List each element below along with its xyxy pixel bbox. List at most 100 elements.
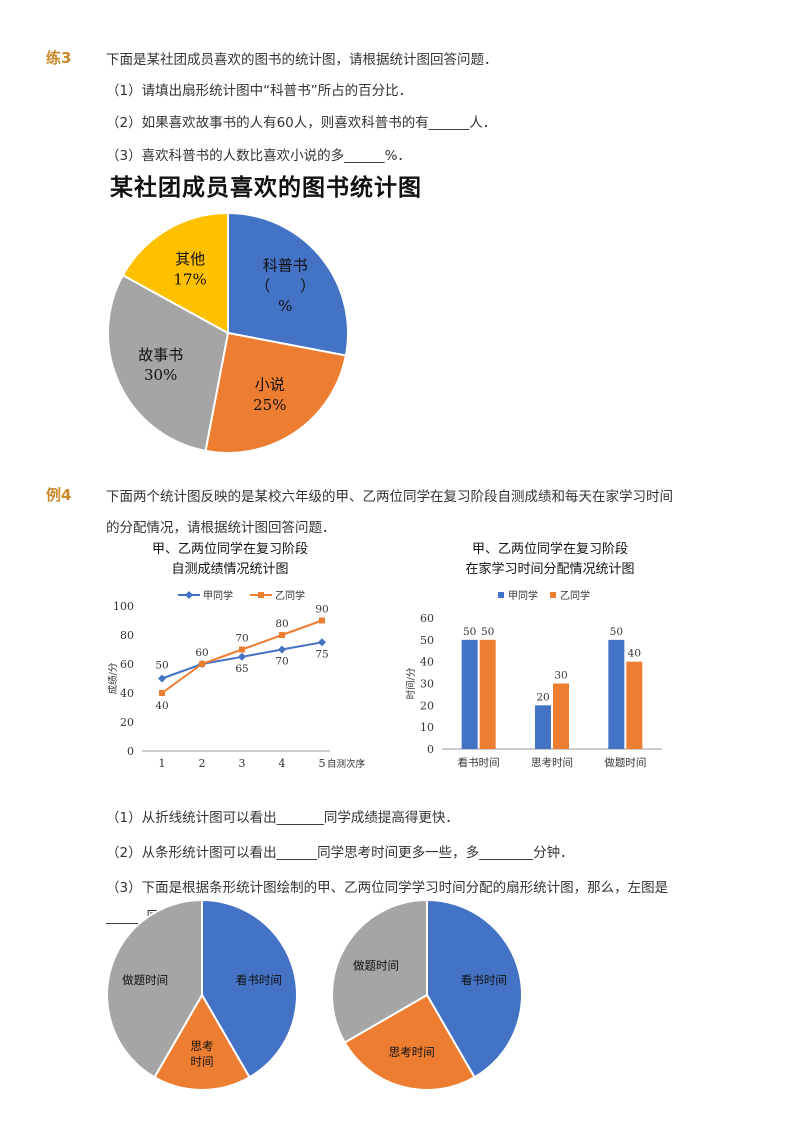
book-pie-slice-label: （ ） — [255, 277, 315, 295]
bar-chart-category-label: 看书时间 — [458, 756, 500, 769]
right-time-pie-slice-label: 看书时间 — [461, 973, 507, 987]
line-chart-y-tick: 0 — [127, 745, 134, 758]
right-time-pie-slice-label: 做题时间 — [353, 959, 399, 973]
left-time-pie-slice — [153, 993, 251, 1091]
line-chart-point — [319, 617, 325, 624]
bar-chart-bar — [479, 639, 496, 749]
bar-chart-legend-label: 乙同学 — [560, 589, 590, 602]
bar-chart-bar — [461, 639, 478, 749]
bar-chart-y-tick: 0 — [427, 743, 434, 756]
line-chart-point — [318, 638, 326, 647]
left-time-pie-slice-label: 时间 — [191, 1055, 214, 1069]
study-time-bar-chart: 0 10 20 30 40 50 60 时间/分 甲同学 乙同学 50 50 看书时间 20 30 思考时间 5… — [405, 589, 662, 769]
bar-chart-bar — [608, 639, 625, 749]
line-chart-legend-label: 乙同学 — [275, 589, 305, 602]
bar-chart-legend-swatch — [550, 592, 556, 598]
line-chart-data-label: 75 — [315, 648, 328, 660]
book-pie-slice-label: 25% — [253, 396, 286, 414]
book-pie-slice — [204, 331, 348, 454]
line-chart-data-label: 60 — [195, 647, 208, 659]
bar-chart-y-tick: 30 — [420, 678, 434, 691]
score-line-chart: 0 20 40 60 80 100 1 2 3 4 5 自测次序 成绩/分 甲同学 乙同学 50 65 70 75 4… — [107, 589, 366, 770]
bar-chart-y-tick: 50 — [420, 634, 434, 647]
line-chart-data-label: 90 — [315, 604, 328, 616]
line-chart-data-label: 65 — [235, 663, 248, 675]
line-chart-point — [159, 690, 165, 696]
bar-chart-y-label: 时间/分 — [405, 667, 417, 699]
line-chart-data-label: 50 — [155, 660, 168, 672]
book-pie-slice-label: 小说 — [255, 376, 285, 394]
bar-chart-y-tick: 20 — [420, 699, 434, 712]
question-2: （2）如果喜欢故事书的人有60人，则喜欢科普书的有______人． — [106, 115, 497, 131]
line-chart-y-tick: 100 — [113, 600, 134, 613]
bar-chart-y-tick: 60 — [420, 612, 434, 625]
line-chart-point — [279, 632, 285, 638]
line-chart-x-tick: 4 — [279, 757, 286, 770]
bar-chart-title-line1: 甲、乙两位同学在复习阶段 — [471, 542, 628, 557]
pie-chart-title: 某社团成员喜欢的图书统计图 — [110, 174, 422, 201]
line-chart-legend-marker — [185, 591, 193, 599]
line-chart-title-line2: 自测成绩情况统计图 — [171, 562, 289, 577]
line-chart-x-tick: 3 — [239, 757, 246, 770]
bar-chart-data-label: 50 — [481, 626, 494, 638]
bar-chart-bar — [535, 705, 551, 749]
book-pie-slice-label: 科普书 — [263, 257, 308, 275]
left-time-pie-slice — [106, 898, 203, 1079]
bar-chart-bar — [626, 661, 643, 749]
book-pie-slice — [121, 211, 229, 335]
question-3: （3）喜欢科普书的人数比喜欢小说的多______%． — [106, 148, 411, 164]
line-chart-legend-label: 甲同学 — [203, 589, 233, 602]
bar-chart-bar — [553, 683, 569, 749]
book-preference-pie-chart: 科普书 （ ）% 小说 25% 故事书 30% 其他 17% — [107, 211, 349, 454]
bar-chart-data-label: 40 — [628, 648, 641, 660]
bar-chart-title: 甲、乙两位同学在复习阶段 在家学习时间分配情况统计图 — [420, 540, 680, 580]
right-time-pie-slice — [331, 898, 428, 1044]
line-chart-data-label: 80 — [275, 618, 288, 630]
book-pie-slice — [107, 273, 230, 453]
example-intro-line1: 下面两个统计图反映的是某校六年级的甲、乙两位同学在复习阶段自测成绩和每天在家学习… — [106, 489, 673, 505]
example-question-3-line1: （3）下面是根据条形统计图绘制的甲、乙两位同学学习时间分配的扇形统计图，那么，左… — [106, 880, 669, 896]
book-pie-slice-label: 30% — [144, 366, 177, 384]
line-chart-point — [278, 645, 286, 654]
exercise-intro: 下面是某社团成员喜欢的图书的统计图，请根据统计图回答问题． — [106, 52, 498, 68]
bar-chart-data-label: 30 — [554, 670, 567, 682]
exercise-tag: 练3 — [46, 49, 72, 67]
line-chart-x-tick: 2 — [199, 757, 206, 770]
line-chart-y-tick: 80 — [120, 629, 134, 642]
question-1: （1）请填出扇形统计图中“科普书”所占的百分比． — [106, 83, 413, 99]
line-chart-y-tick: 60 — [120, 658, 134, 671]
line-chart-point — [199, 661, 205, 667]
line-chart-y-label: 成绩/分 — [107, 662, 119, 694]
bar-chart-legend-swatch — [498, 592, 504, 598]
line-chart-title-line1: 甲、乙两位同学在复习阶段 — [151, 542, 308, 557]
right-time-pie-slice — [426, 898, 523, 1079]
left-time-pie-slice-label: 思考 — [191, 1039, 214, 1053]
line-chart-data-label: 70 — [235, 633, 248, 645]
line-chart-point — [238, 652, 246, 661]
bar-chart-data-label: 20 — [536, 691, 549, 703]
line-chart-title: 甲、乙两位同学在复习阶段 自测成绩情况统计图 — [100, 540, 360, 580]
left-time-pie-slice-label: 看书时间 — [236, 973, 282, 987]
book-pie-slice-label: 17% — [173, 270, 206, 288]
bar-chart-category-label: 做题时间 — [604, 756, 646, 769]
book-pie-slice-label: 其他 — [175, 250, 205, 268]
line-chart-data-label: 40 — [155, 700, 168, 712]
line-chart-x-tick: 1 — [159, 757, 166, 770]
bar-chart-y-tick: 40 — [420, 656, 434, 669]
line-chart-x-tick: 5 — [319, 757, 326, 770]
bar-chart-category-label: 思考时间 — [531, 756, 573, 769]
bar-chart-legend-label: 甲同学 — [508, 589, 538, 602]
line-chart-legend-marker — [258, 592, 264, 598]
book-pie-slice-label: 故事书 — [138, 346, 183, 364]
left-time-pie-slice-label: 做题时间 — [122, 973, 168, 987]
line-chart-y-tick: 40 — [120, 687, 134, 700]
book-pie-slice — [227, 211, 349, 357]
bar-chart-y-tick: 10 — [420, 721, 434, 734]
line-chart-x-label: 自测次序 — [327, 758, 366, 770]
bar-chart-data-label: 50 — [463, 626, 476, 638]
left-time-pie-slice — [201, 898, 298, 1079]
book-pie-slice-label: % — [278, 297, 292, 315]
line-chart-point — [158, 674, 166, 683]
